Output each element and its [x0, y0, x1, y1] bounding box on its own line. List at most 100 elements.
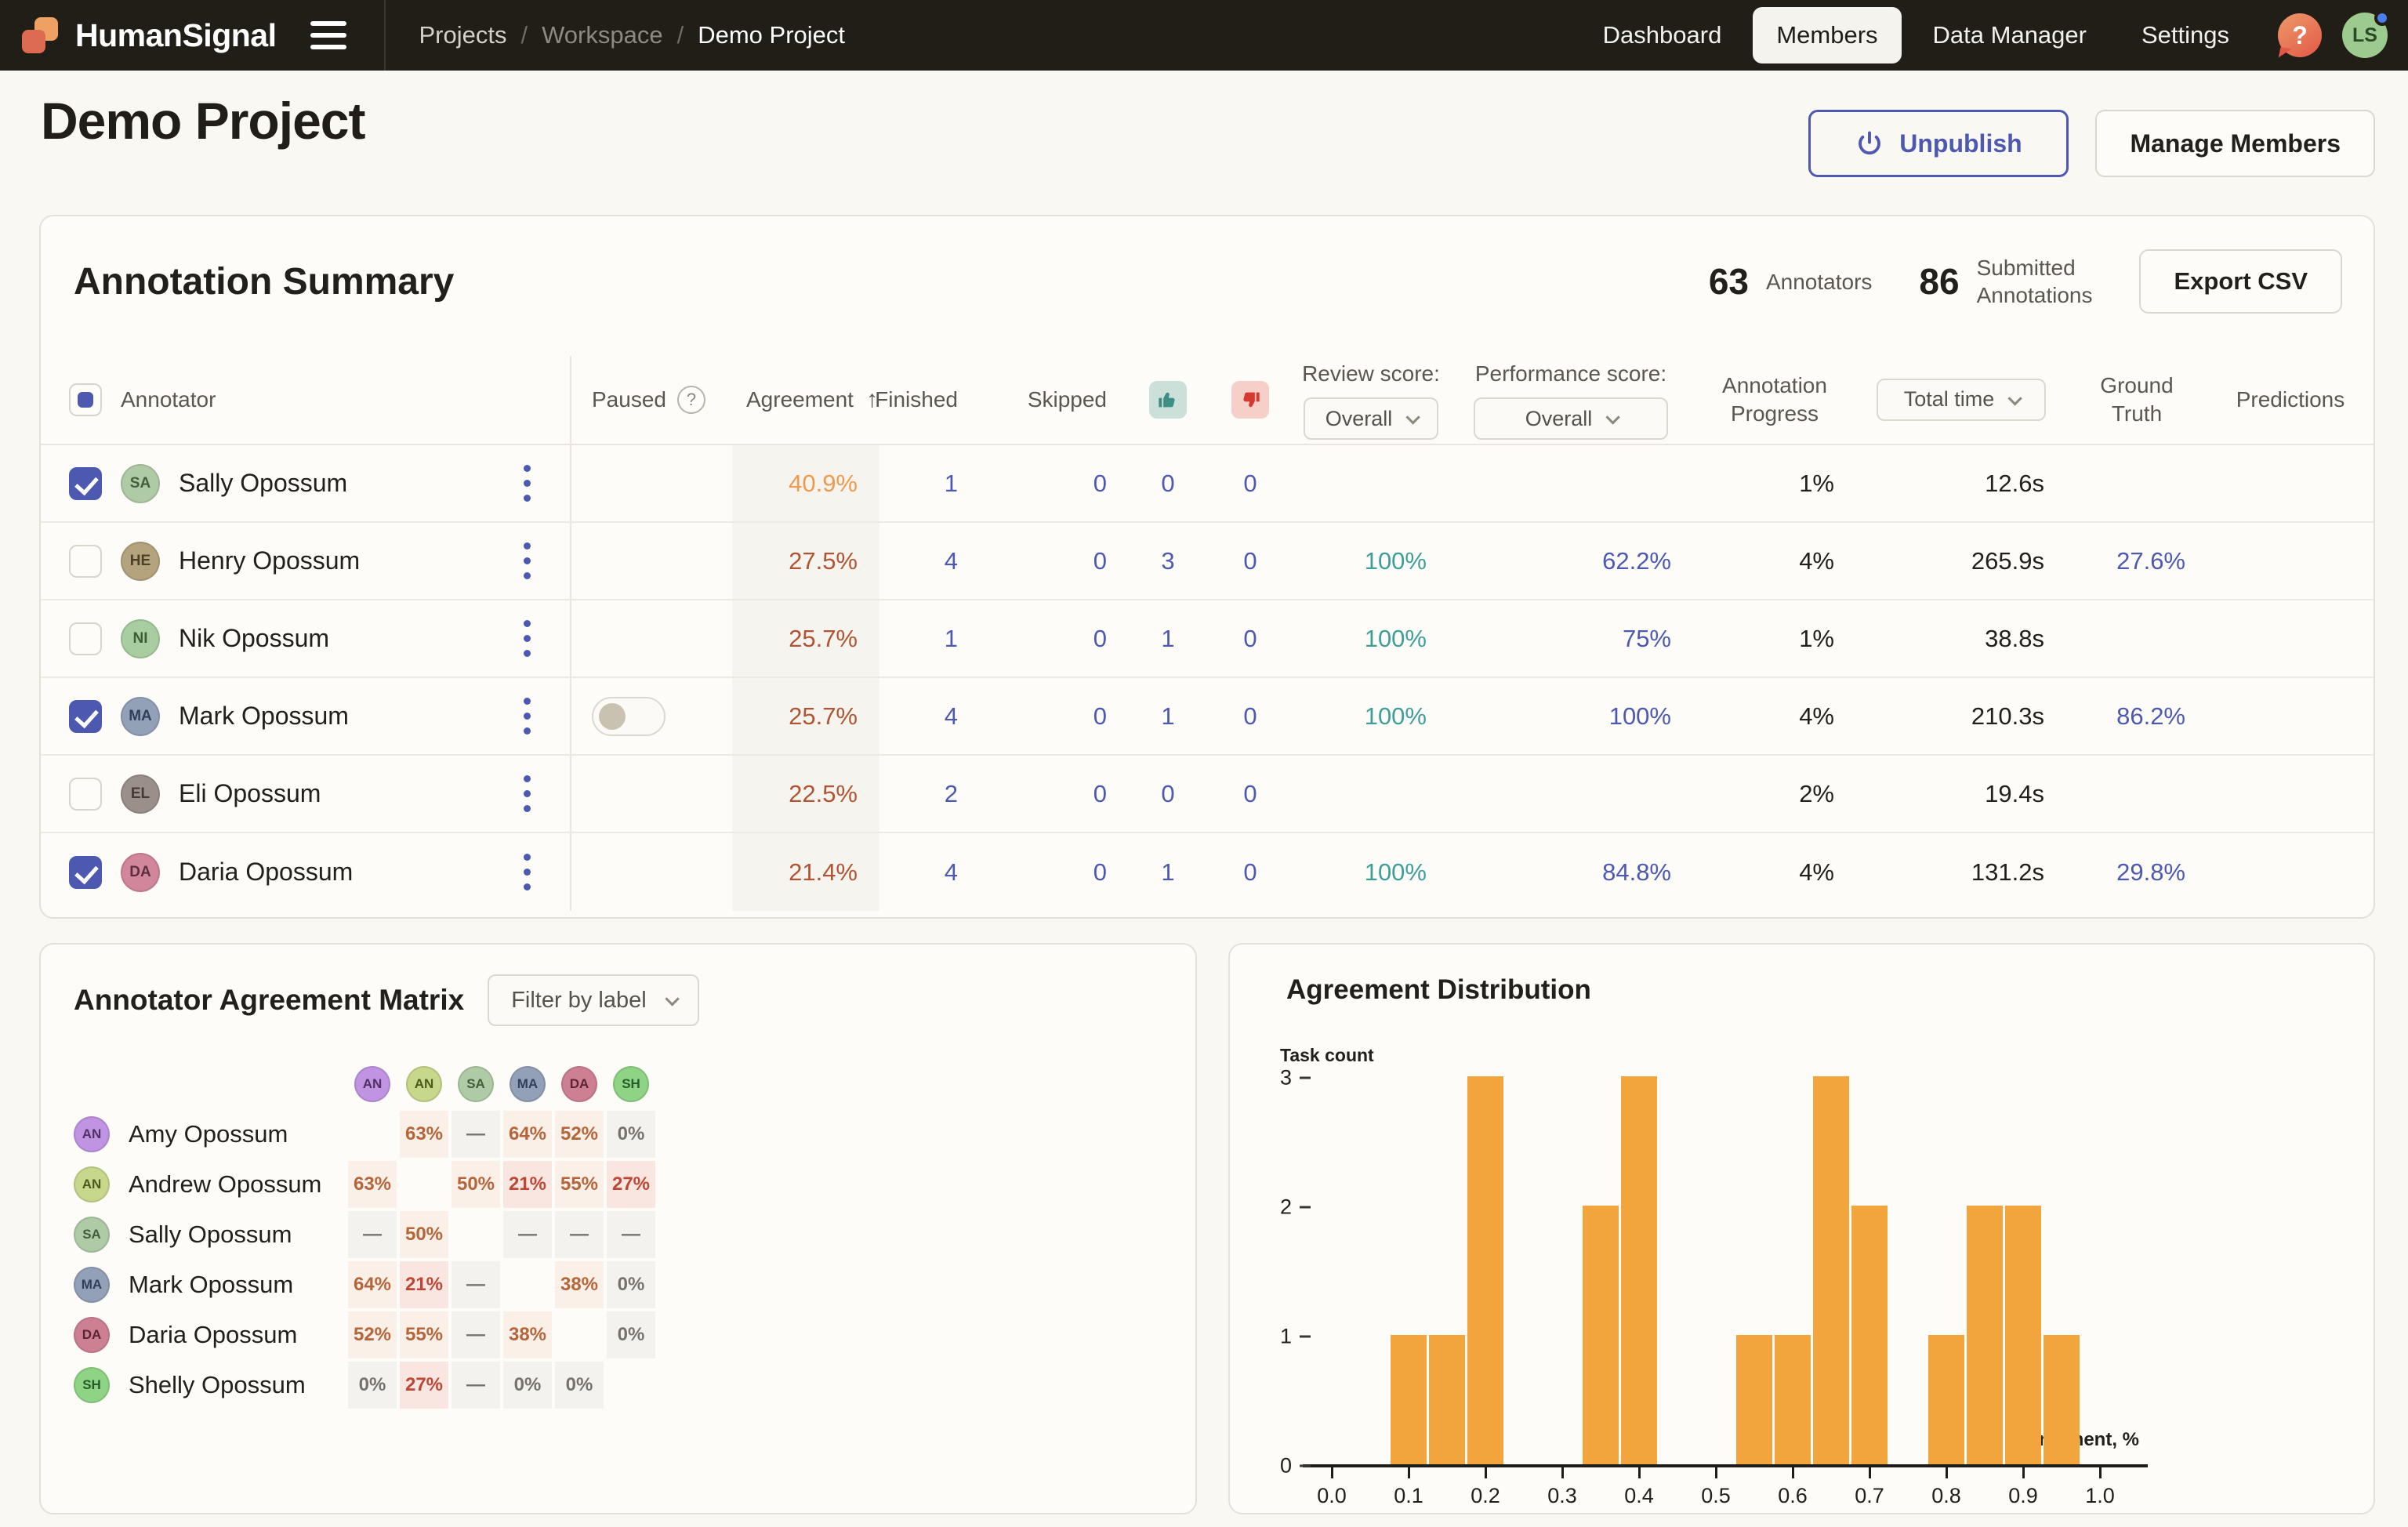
histogram-bar — [1851, 1206, 1888, 1464]
annotator-avatar: SA — [121, 464, 160, 503]
top-navbar: HumanSignal Projects / Workspace / Demo … — [0, 0, 2408, 71]
select-all-checkbox[interactable] — [69, 383, 102, 416]
row-checkbox[interactable] — [69, 467, 102, 500]
kebab-dot — [524, 883, 531, 890]
agreement-cell: 22.5% — [732, 756, 879, 832]
nav-item-members[interactable]: Members — [1753, 7, 1901, 63]
column-paused: Paused — [592, 387, 666, 412]
matrix-cell: 21% — [503, 1161, 552, 1208]
kebab-dot — [524, 572, 531, 579]
chart-x-tick-label: 0.5 — [1701, 1484, 1731, 1508]
matrix-header: Annotator Agreement Matrix Filter by lab… — [41, 945, 1195, 1026]
matrix-cell — [452, 1211, 500, 1258]
matrix-cell: 52% — [348, 1311, 397, 1358]
progress-cell: 4% — [1693, 833, 1856, 911]
finished-cell: 1 — [879, 445, 980, 521]
matrix-column-avatar: SA — [458, 1066, 494, 1102]
nav-item-settings[interactable]: Settings — [2118, 7, 2253, 63]
thumbs-down-cell: 0 — [1207, 678, 1293, 754]
matrix-cell: — — [555, 1211, 604, 1258]
matrix-cell — [400, 1161, 448, 1208]
histogram-bar — [1967, 1206, 2003, 1464]
column-agreement-header[interactable]: Agreement ↑ — [732, 356, 879, 444]
kebab-dot — [524, 480, 531, 487]
matrix-cell: 0% — [607, 1111, 655, 1158]
thumbs-up-cell: 1 — [1129, 678, 1207, 754]
column-agreement: Agreement — [746, 387, 854, 412]
thumbs-down-cell: 0 — [1207, 600, 1293, 676]
chart-y-tick-label: 1 — [1280, 1325, 1292, 1349]
row-menu-button[interactable] — [517, 614, 537, 663]
row-menu-button[interactable] — [517, 847, 537, 897]
row-menu-button[interactable] — [517, 769, 537, 818]
manage-members-button[interactable]: Manage Members — [2095, 110, 2375, 177]
thumbs-down-cell: 0 — [1207, 833, 1293, 911]
row-checkbox[interactable] — [69, 856, 102, 889]
row-menu-button[interactable] — [517, 459, 537, 508]
row-checkbox[interactable] — [69, 545, 102, 578]
submitted-count: 86 — [1919, 260, 1959, 303]
annotator-name: Nik Opossum — [179, 624, 329, 653]
unpublish-button[interactable]: Unpublish — [1808, 110, 2069, 177]
histogram-bar — [1467, 1076, 1503, 1464]
histogram-bar — [1429, 1335, 1465, 1464]
matrix-cell: — — [452, 1362, 500, 1409]
performance-score-cell — [1449, 756, 1693, 832]
total-time-cell: 210.3s — [1856, 678, 2066, 754]
performance-score-select[interactable]: Overall — [1474, 397, 1668, 440]
paused-help-icon[interactable]: ? — [677, 386, 705, 414]
row-checkbox[interactable] — [69, 700, 102, 733]
histogram-bar — [1813, 1076, 1849, 1464]
column-performance-score: Performance score: — [1475, 360, 1666, 388]
matrix-row-avatar: DA — [74, 1317, 110, 1353]
paused-toggle[interactable] — [592, 697, 665, 736]
finished-cell: 1 — [879, 600, 980, 676]
matrix-cell: — — [452, 1311, 500, 1358]
performance-score-cell — [1449, 445, 1693, 521]
breadcrumb-current: Demo Project — [698, 21, 845, 49]
row-menu-button[interactable] — [517, 536, 537, 586]
annotator-avatar: HE — [121, 542, 160, 581]
chart-x-tick-label: 0.4 — [1624, 1484, 1654, 1508]
agreement-cell: 25.7% — [732, 600, 879, 676]
hamburger-menu-icon[interactable] — [310, 21, 346, 49]
chart-x-tick-mark — [1715, 1467, 1717, 1478]
skipped-cell: 0 — [980, 833, 1129, 911]
chart-x-tick-mark — [1408, 1467, 1410, 1478]
row-checkbox[interactable] — [69, 622, 102, 655]
user-avatar[interactable]: LS — [2342, 13, 2388, 58]
thumbs-up-cell: 0 — [1129, 756, 1207, 832]
nav-item-dashboard[interactable]: Dashboard — [1579, 7, 1746, 63]
annotators-label: Annotators — [1766, 268, 1872, 296]
matrix-column-avatar: DA — [561, 1066, 597, 1102]
paused-cell — [571, 756, 732, 832]
export-csv-button[interactable]: Export CSV — [2139, 249, 2342, 314]
chart-y-tick-mark — [1300, 1206, 1311, 1209]
humansignal-logo-icon — [20, 16, 60, 55]
skipped-cell: 0 — [980, 600, 1129, 676]
help-icon[interactable]: ? — [2278, 13, 2322, 57]
chart-y-tick-label: 3 — [1280, 1066, 1292, 1090]
table-row: NINik Opossum25.7%1010100%75%1%38.8s — [41, 600, 2374, 678]
summary-title: Annotation Summary — [74, 260, 454, 303]
matrix-cell: 0% — [607, 1311, 655, 1358]
matrix-cell: 0% — [607, 1261, 655, 1308]
chevron-down-icon — [665, 992, 679, 1006]
breadcrumb-projects[interactable]: Projects — [419, 21, 506, 49]
filter-by-label-select[interactable]: Filter by label — [488, 974, 698, 1026]
thumbs-up-cell: 1 — [1129, 600, 1207, 676]
nav-item-data-manager[interactable]: Data Manager — [1909, 7, 2110, 63]
review-score-cell: 100% — [1293, 523, 1449, 599]
total-time-select[interactable]: Total time — [1877, 379, 2046, 421]
predictions-cell — [2207, 756, 2374, 832]
breadcrumb-workspace[interactable]: Workspace — [542, 21, 663, 49]
total-time-cell: 12.6s — [1856, 445, 2066, 521]
matrix-row-label: MAMark Opossum — [74, 1267, 345, 1303]
matrix-cell: — — [348, 1211, 397, 1258]
annotator-cell: DADaria Opossum — [41, 833, 571, 911]
review-score-select[interactable]: Overall — [1304, 397, 1438, 440]
matrix-cell: 52% — [555, 1111, 604, 1158]
row-menu-button[interactable] — [517, 691, 537, 741]
row-checkbox[interactable] — [69, 778, 102, 811]
brand[interactable]: HumanSignal — [20, 16, 276, 55]
